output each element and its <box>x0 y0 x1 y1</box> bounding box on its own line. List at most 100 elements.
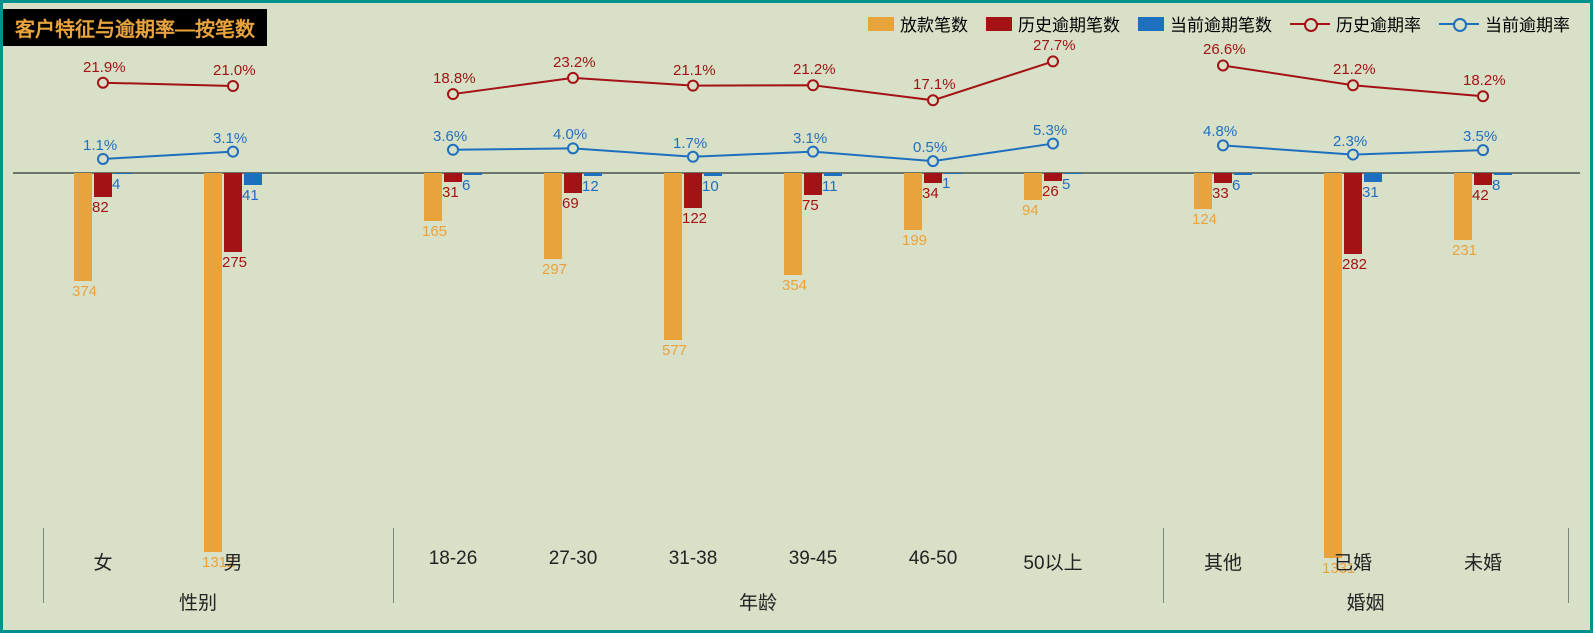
hist-rate-label: 21.1% <box>673 62 716 79</box>
curr-rate-label: 1.1% <box>83 137 117 154</box>
curr-rate-label: 1.7% <box>673 135 707 152</box>
bar-label-hist: 33 <box>1212 185 1229 202</box>
hist-rate-label: 23.2% <box>553 54 596 71</box>
hist-rate-line <box>103 83 233 86</box>
legend-label: 历史逾期率 <box>1336 11 1421 36</box>
legend-swatch <box>1138 17 1164 31</box>
category-label: 50以上 <box>1023 548 1082 575</box>
legend-line-swatch <box>1290 17 1330 31</box>
legend: 放款笔数 历史逾期笔数 当前逾期笔数 历史逾期率 当前逾期率 <box>868 11 1570 36</box>
curr-rate-marker <box>928 156 938 166</box>
bar-label-hist: 282 <box>1342 256 1367 273</box>
hist-rate-marker <box>688 81 698 91</box>
hist-rate-marker <box>448 89 458 99</box>
group-divider <box>1163 528 1164 603</box>
category-label: 46-50 <box>909 548 958 570</box>
legend-line-swatch <box>1439 17 1479 31</box>
curr-rate-line <box>453 144 1053 162</box>
curr-rate-label: 3.1% <box>793 130 827 147</box>
curr-rate-label: 4.0% <box>553 126 587 143</box>
curr-rate-label: 0.5% <box>913 139 947 156</box>
bar-label-hist: 122 <box>682 210 707 227</box>
bar-label-hist: 275 <box>222 254 247 271</box>
legend-swatch <box>986 17 1012 31</box>
curr-rate-marker <box>448 145 458 155</box>
bar-label-hist: 31 <box>442 184 459 201</box>
bar-label-hist: 69 <box>562 195 579 212</box>
hist-rate-marker <box>228 81 238 91</box>
category-label: 27-30 <box>549 548 598 570</box>
hist-rate-marker <box>808 80 818 90</box>
bar-label-hist: 42 <box>1472 187 1489 204</box>
hist-rate-line <box>453 61 1053 100</box>
legend-label: 历史逾期笔数 <box>1018 11 1120 36</box>
bar-label-curr: 8 <box>1492 177 1500 194</box>
bar-label-loan: 577 <box>662 342 687 359</box>
bar-label-loan: 94 <box>1022 202 1039 219</box>
curr-rate-marker <box>1348 150 1358 160</box>
bar-label-loan: 354 <box>782 277 807 294</box>
legend-label: 当前逾期笔数 <box>1170 11 1272 36</box>
chart-title: 客户特征与逾期率—按笔数 <box>3 9 267 46</box>
curr-rate-label: 4.8% <box>1203 123 1237 140</box>
plot-area: 37482421.9%1.1%女13122754121.0%3.1%男16531… <box>13 53 1580 620</box>
bar-label-hist: 75 <box>802 197 819 214</box>
hist-rate-label: 18.2% <box>1463 72 1506 89</box>
curr-rate-line <box>103 152 233 159</box>
category-label: 未婚 <box>1464 548 1502 575</box>
group-divider <box>393 528 394 603</box>
bar-label-curr: 1 <box>942 175 950 192</box>
hist-rate-marker <box>568 73 578 83</box>
curr-rate-marker <box>688 152 698 162</box>
hist-rate-marker <box>1048 56 1058 66</box>
bar-label-curr: 5 <box>1062 176 1070 193</box>
hist-rate-label: 21.9% <box>83 59 126 76</box>
hist-rate-marker <box>1218 60 1228 70</box>
bar-label-curr: 6 <box>462 177 470 194</box>
curr-rate-marker <box>1218 140 1228 150</box>
hist-rate-label: 21.0% <box>213 62 256 79</box>
curr-rate-label: 3.6% <box>433 128 467 145</box>
curr-rate-marker <box>808 147 818 157</box>
legend-label: 放款笔数 <box>900 11 968 36</box>
bar-label-curr: 6 <box>1232 177 1240 194</box>
hist-rate-marker <box>1478 91 1488 101</box>
hist-rate-marker <box>1348 80 1358 90</box>
legend-item-curr: 当前逾期笔数 <box>1138 11 1272 36</box>
curr-rate-label: 3.1% <box>213 130 247 147</box>
bar-label-loan: 199 <box>902 232 927 249</box>
group-label: 性别 <box>179 588 217 615</box>
hist-rate-label: 17.1% <box>913 76 956 93</box>
bar-label-hist: 26 <box>1042 183 1059 200</box>
hist-rate-marker <box>928 95 938 105</box>
legend-item-hist: 历史逾期笔数 <box>986 11 1120 36</box>
hist-rate-label: 21.2% <box>793 61 836 78</box>
category-label: 18-26 <box>429 548 478 570</box>
hist-rate-label: 18.8% <box>433 70 476 87</box>
curr-rate-marker <box>228 147 238 157</box>
bar-label-loan: 124 <box>1192 211 1217 228</box>
curr-rate-label: 5.3% <box>1033 122 1067 139</box>
hist-rate-label: 21.2% <box>1333 61 1376 78</box>
bar-label-loan: 374 <box>72 283 97 300</box>
category-label: 女 <box>93 548 112 575</box>
group-label: 婚姻 <box>1346 588 1384 615</box>
bar-label-hist: 34 <box>922 185 939 202</box>
category-label: 其他 <box>1204 548 1242 575</box>
bar-label-loan: 297 <box>542 261 567 278</box>
bar-label-curr: 12 <box>582 178 599 195</box>
legend-item-loan: 放款笔数 <box>868 11 968 36</box>
category-label: 39-45 <box>789 548 838 570</box>
legend-label: 当前逾期率 <box>1485 11 1570 36</box>
legend-item-currRate: 当前逾期率 <box>1439 11 1570 36</box>
group-divider <box>43 528 44 603</box>
legend-swatch <box>868 17 894 31</box>
category-label: 已婚 <box>1334 548 1372 575</box>
bar-label-curr: 41 <box>242 187 259 204</box>
bar-label-hist: 82 <box>92 199 109 216</box>
curr-rate-marker <box>98 154 108 164</box>
curr-rate-marker <box>1048 139 1058 149</box>
curr-rate-marker <box>1478 145 1488 155</box>
bar-label-curr: 11 <box>822 178 838 195</box>
bar-label-curr: 10 <box>702 178 719 195</box>
